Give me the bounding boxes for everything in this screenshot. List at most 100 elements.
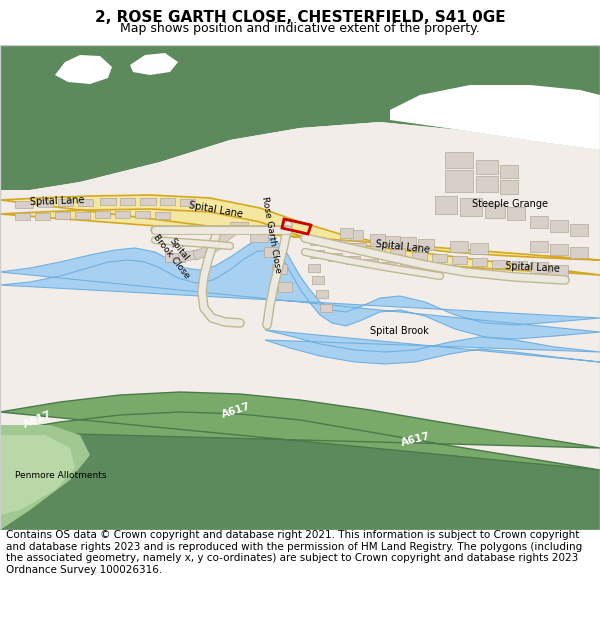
- Text: Spital Lane: Spital Lane: [188, 199, 244, 219]
- Bar: [15, 213, 30, 220]
- Bar: [230, 222, 248, 232]
- Bar: [308, 264, 320, 272]
- Bar: [445, 170, 473, 192]
- Bar: [418, 239, 434, 250]
- Bar: [550, 265, 568, 276]
- Bar: [346, 256, 360, 264]
- Bar: [55, 212, 70, 219]
- Bar: [400, 264, 414, 272]
- Bar: [75, 212, 90, 219]
- Bar: [530, 216, 548, 228]
- Bar: [95, 211, 110, 218]
- Bar: [312, 276, 324, 284]
- Bar: [418, 266, 432, 274]
- Bar: [310, 237, 325, 245]
- Bar: [165, 253, 185, 262]
- Bar: [328, 253, 342, 261]
- Bar: [15, 201, 33, 208]
- Text: Spital Brook: Spital Brook: [370, 326, 429, 336]
- Bar: [460, 198, 482, 216]
- Bar: [155, 212, 170, 219]
- Text: Contains OS data © Crown copyright and database right 2021. This information is : Contains OS data © Crown copyright and d…: [6, 530, 582, 575]
- Polygon shape: [0, 412, 600, 530]
- Polygon shape: [55, 55, 112, 84]
- Bar: [38, 200, 53, 207]
- Bar: [58, 199, 73, 206]
- Text: A617: A617: [400, 431, 431, 448]
- Bar: [530, 241, 548, 252]
- Bar: [100, 198, 116, 205]
- Bar: [120, 198, 135, 205]
- Bar: [435, 196, 457, 214]
- Text: 2, ROSE GARTH CLOSE, CHESTERFIELD, S41 0GE: 2, ROSE GARTH CLOSE, CHESTERFIELD, S41 0…: [95, 10, 505, 25]
- Bar: [350, 230, 363, 240]
- Text: Spital Lane: Spital Lane: [30, 195, 85, 207]
- Bar: [350, 243, 366, 251]
- Bar: [135, 211, 150, 218]
- Text: Spital
Brook Close: Spital Brook Close: [151, 226, 199, 280]
- Bar: [340, 228, 353, 238]
- Bar: [205, 238, 227, 255]
- Text: Spital Lane: Spital Lane: [375, 239, 430, 255]
- Bar: [432, 254, 447, 262]
- Polygon shape: [0, 122, 600, 530]
- Text: A617: A617: [220, 401, 251, 420]
- Polygon shape: [265, 330, 600, 364]
- Bar: [382, 262, 396, 270]
- Bar: [214, 228, 236, 247]
- Bar: [178, 249, 200, 262]
- Bar: [78, 199, 93, 206]
- Text: Map shows position and indicative extent of the property.: Map shows position and indicative extent…: [120, 22, 480, 35]
- Bar: [507, 207, 525, 220]
- Bar: [264, 247, 279, 257]
- Bar: [445, 152, 473, 168]
- Bar: [390, 249, 405, 257]
- Polygon shape: [0, 238, 600, 339]
- Bar: [550, 244, 568, 255]
- Bar: [35, 213, 50, 220]
- Bar: [310, 250, 324, 258]
- Polygon shape: [0, 435, 75, 515]
- Bar: [385, 236, 400, 246]
- Bar: [278, 282, 292, 292]
- Bar: [530, 262, 548, 273]
- Polygon shape: [390, 85, 600, 150]
- Bar: [476, 176, 498, 192]
- Text: Rose Garth Close: Rose Garth Close: [260, 196, 283, 274]
- Polygon shape: [0, 425, 90, 530]
- Bar: [412, 252, 427, 260]
- Bar: [492, 260, 507, 268]
- Bar: [570, 247, 588, 258]
- Bar: [476, 160, 498, 174]
- Text: Steeple Grange: Steeple Grange: [472, 199, 548, 209]
- Bar: [250, 232, 268, 242]
- Bar: [140, 198, 156, 205]
- Bar: [452, 256, 467, 264]
- Bar: [470, 243, 488, 254]
- Polygon shape: [0, 45, 600, 190]
- Bar: [364, 259, 378, 267]
- Text: Penmore Allotments: Penmore Allotments: [15, 471, 107, 480]
- Polygon shape: [0, 195, 600, 275]
- Bar: [500, 180, 518, 194]
- Polygon shape: [0, 392, 600, 470]
- Bar: [550, 220, 568, 232]
- Bar: [512, 261, 527, 269]
- Bar: [370, 246, 385, 254]
- Text: Spital Lane: Spital Lane: [505, 261, 560, 274]
- Bar: [472, 258, 487, 266]
- Text: A617: A617: [22, 409, 53, 430]
- Bar: [400, 237, 416, 248]
- Bar: [160, 198, 175, 205]
- Bar: [485, 204, 505, 218]
- Polygon shape: [130, 53, 178, 75]
- Bar: [193, 245, 215, 260]
- Bar: [370, 234, 385, 244]
- Bar: [500, 165, 518, 178]
- Bar: [180, 199, 195, 206]
- Bar: [320, 304, 332, 312]
- Bar: [272, 264, 287, 274]
- Bar: [570, 224, 588, 236]
- Bar: [330, 240, 345, 248]
- Bar: [450, 241, 468, 252]
